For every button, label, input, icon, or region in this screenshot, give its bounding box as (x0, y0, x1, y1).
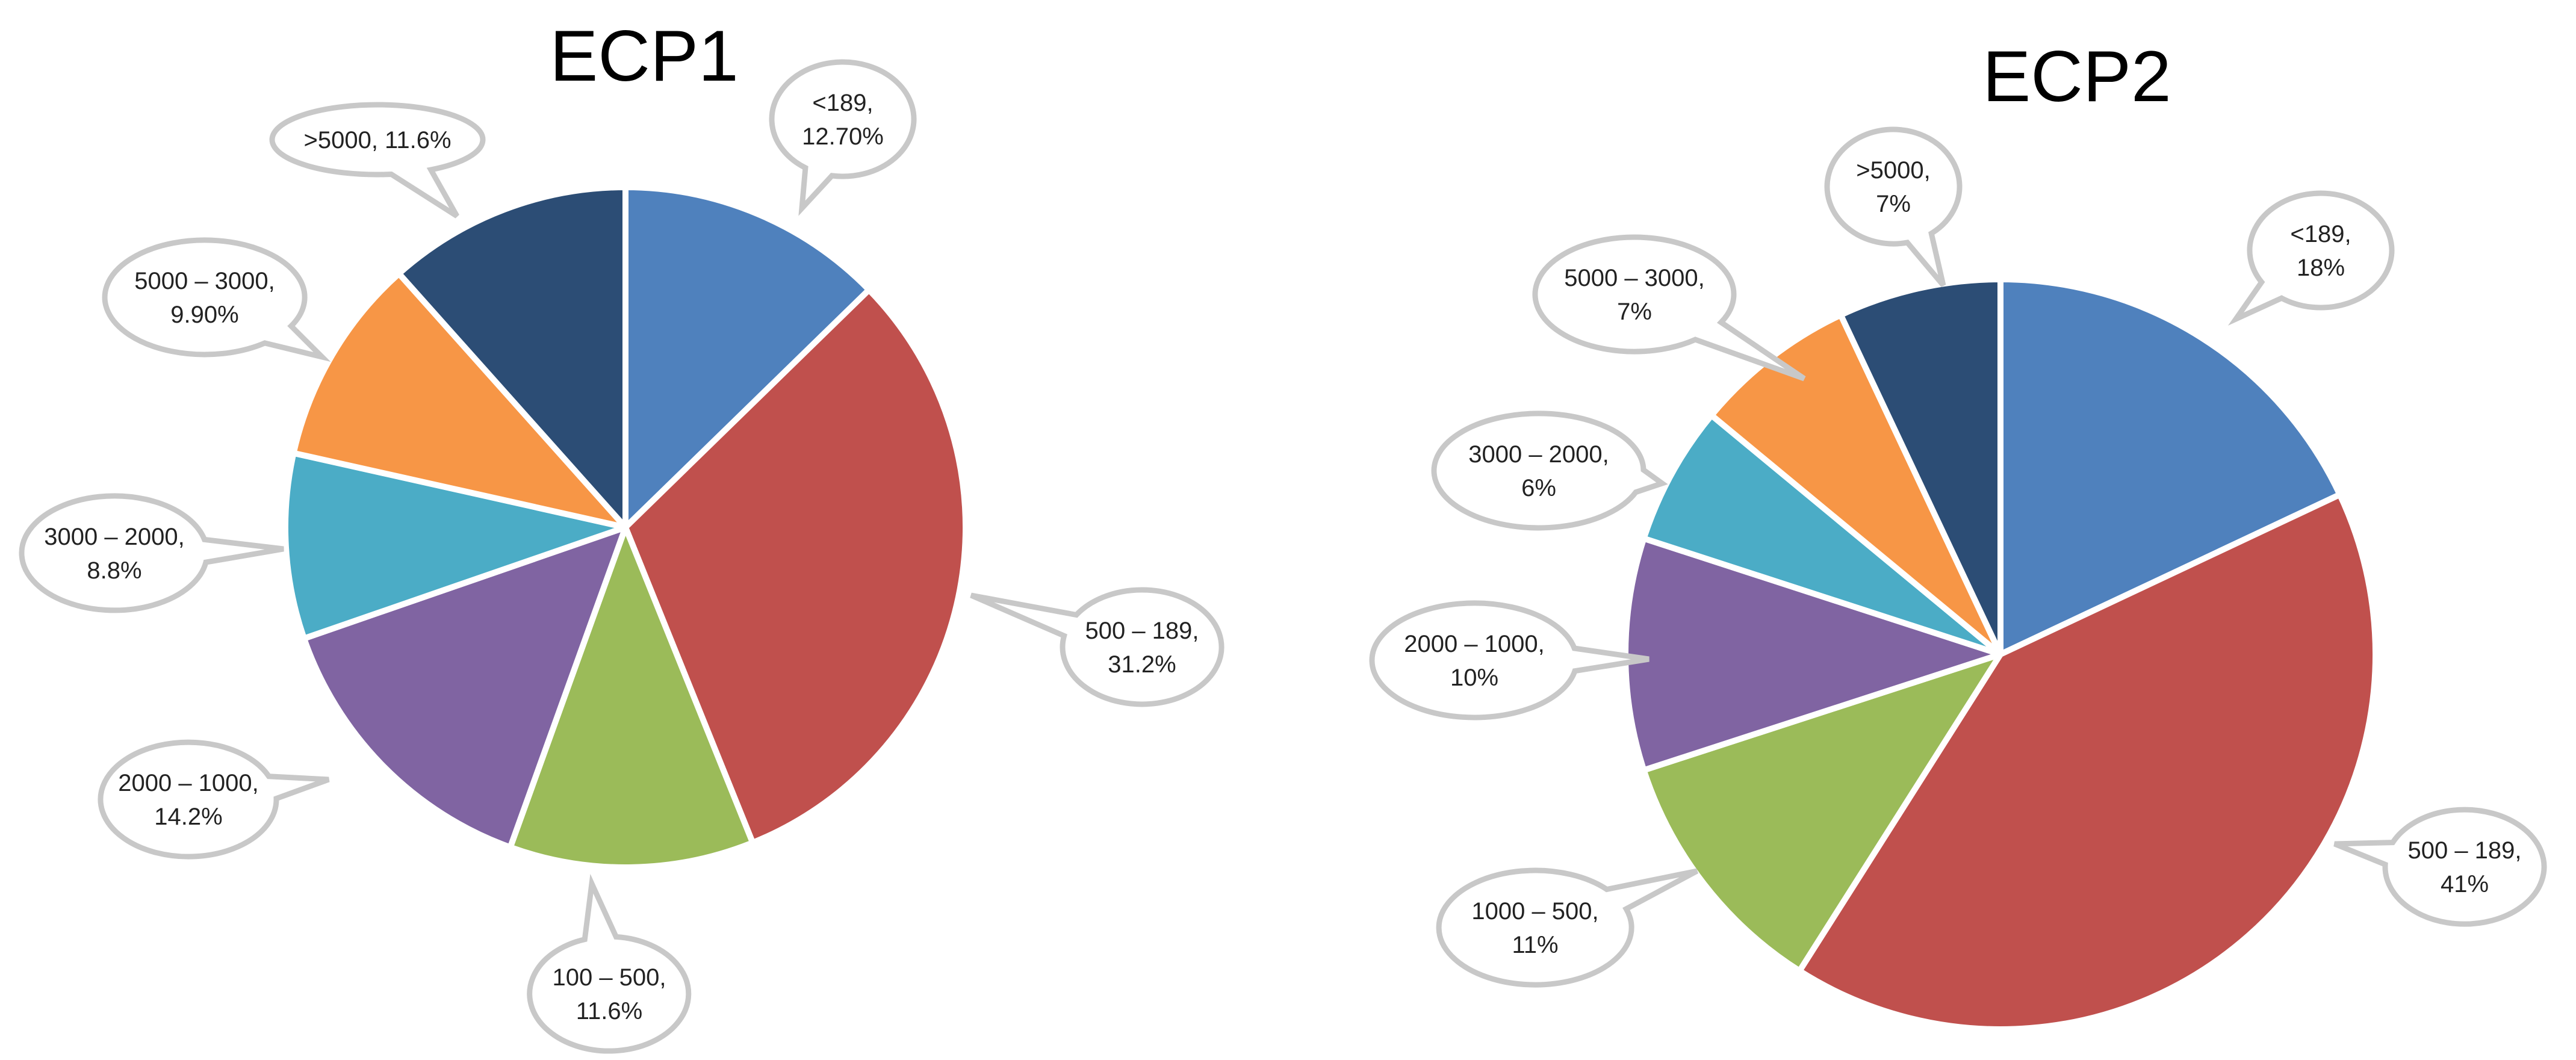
ecp1-slice-500-189 (622, 287, 969, 846)
data-label-value-text: 14.2% (154, 804, 222, 830)
data-label-category-text: <189, (2290, 221, 2351, 247)
data-label-value-text: 7% (1617, 299, 1652, 325)
ecp1-data-label-100-500: 100 – 500, 11.6% (527, 873, 692, 1054)
ecp1-chart-title: ECP1 (550, 16, 738, 96)
data-label-value-text: 11% (1512, 932, 1558, 958)
ecp1-data-label-500-189: 500 – 189, 31.2% (970, 587, 1224, 707)
data-label-value-text: 18% (2297, 255, 2345, 281)
callout-bubble (19, 493, 284, 613)
ecp2-pie-chart: ECP2 <189, 18% 500 – 189, 41% 1000 – 500, 11%… (1369, 36, 2547, 1032)
data-label-category-text: 2000 – 1000, (118, 770, 259, 796)
ecp1-data-label-5000-3000: 5000 – 3000, 9.90% (102, 237, 331, 362)
ecp2-slice-gt-5000 (1837, 276, 2003, 657)
ecp1-slice-3000-2000 (282, 450, 628, 642)
data-label-category-text: 500 – 189, (1085, 618, 1199, 644)
ecp2-slice-3000-2000 (1640, 412, 2003, 657)
ecp2-callouts: <189, 18% 500 – 189, 41% 1000 – 500, 11% 2000 … (1369, 126, 2547, 988)
data-label-value-text: 12.70% (802, 123, 884, 150)
ecp2-slice-lt-189 (1997, 276, 2343, 657)
callout-bubble (269, 102, 486, 219)
callout-bubble (769, 59, 917, 216)
ecp1-pie-chart: ECP1 <189, 12.70% 500 – 189, 31.2% 100 – 500… (19, 16, 1224, 1054)
callout-bubble (1436, 867, 1699, 988)
ecp1-slice-lt-189 (622, 184, 872, 530)
data-label-value-text: 7% (1876, 191, 1911, 217)
ecp1-data-label-lt-189: <189, 12.70% (769, 59, 917, 216)
ecp1-data-label-3000-2000: 3000 – 2000, 8.8% (19, 493, 284, 613)
ecp2-slice-500-189 (1796, 491, 2379, 1032)
ecp2-data-label-500-189: 500 – 189, 41% (2333, 807, 2547, 927)
data-label-value-text: 8.8% (87, 557, 141, 584)
ecp2-data-label-3000-2000: 3000 – 2000, 6% (1431, 411, 1668, 531)
data-label-category-text: <189, (812, 90, 873, 116)
callout-bubble (2333, 807, 2547, 927)
data-label-category-text: 3000 – 2000, (1468, 441, 1609, 468)
ecp1-data-label-2000-1000: 2000 – 1000, 14.2% (98, 739, 330, 860)
data-label-category-text: >5000, 11.6% (303, 127, 451, 153)
data-label-value-text: 31.2% (1108, 651, 1176, 678)
data-label-value-text: 10% (1450, 665, 1498, 691)
ecp2-slices (1622, 276, 2379, 1032)
ecp2-data-label-1000-500: 1000 – 500, 11% (1436, 867, 1699, 988)
ecp2-data-label-5000-3000: 5000 – 3000, 7% (1532, 234, 1806, 382)
data-label-category-text: >5000, (1856, 157, 1930, 184)
ecp2-data-label-gt-5000: >5000, 7% (1824, 126, 1963, 287)
data-label-value-text: 41% (2441, 871, 2489, 897)
ecp1-data-label-gt-5000: >5000, 11.6% (269, 102, 486, 219)
ecp2-chart-title: ECP2 (1982, 36, 2171, 117)
data-label-category-text: 5000 – 3000, (134, 268, 275, 294)
callout-bubble (1824, 126, 1963, 287)
ecp1-slice-100-500 (507, 524, 756, 871)
data-label-category-text: 3000 – 2000, (44, 524, 185, 550)
callout-bubble (1431, 411, 1668, 531)
callout-bubble (1369, 600, 1650, 721)
callout-bubble (1532, 234, 1806, 382)
ecp2-data-label-2000-1000: 2000 – 1000, 10% (1369, 600, 1650, 721)
ecp2-data-label-lt-189: <189, 18% (2227, 190, 2395, 326)
data-label-category-text: 500 – 189, (2407, 837, 2521, 864)
callout-bubble (102, 237, 331, 362)
data-label-value-text: 9.90% (170, 302, 238, 328)
data-label-category-text: 5000 – 3000, (1564, 265, 1705, 291)
data-label-category-text: 100 – 500, (552, 964, 666, 991)
data-label-category-text: 2000 – 1000, (1404, 631, 1545, 657)
ecp1-callouts: <189, 12.70% 500 – 189, 31.2% 100 – 500, 11.6… (19, 59, 1224, 1054)
ecp1-slice-2000-1000 (301, 524, 628, 851)
ecp1-slice-5000-3000 (290, 270, 628, 530)
ecp2-slice-1000-500 (1640, 651, 2003, 974)
data-label-value-text: 6% (1521, 475, 1556, 501)
callout-bubble (527, 873, 692, 1054)
ecp1-slices (282, 184, 969, 871)
callout-bubble (970, 587, 1224, 707)
callout-bubble (2227, 190, 2395, 326)
ecp1-slice-gt-5000 (396, 184, 628, 530)
data-label-value-text: 11.6% (576, 998, 642, 1024)
callout-bubble (98, 739, 330, 860)
data-label-category-text: 1000 – 500, (1471, 898, 1598, 925)
